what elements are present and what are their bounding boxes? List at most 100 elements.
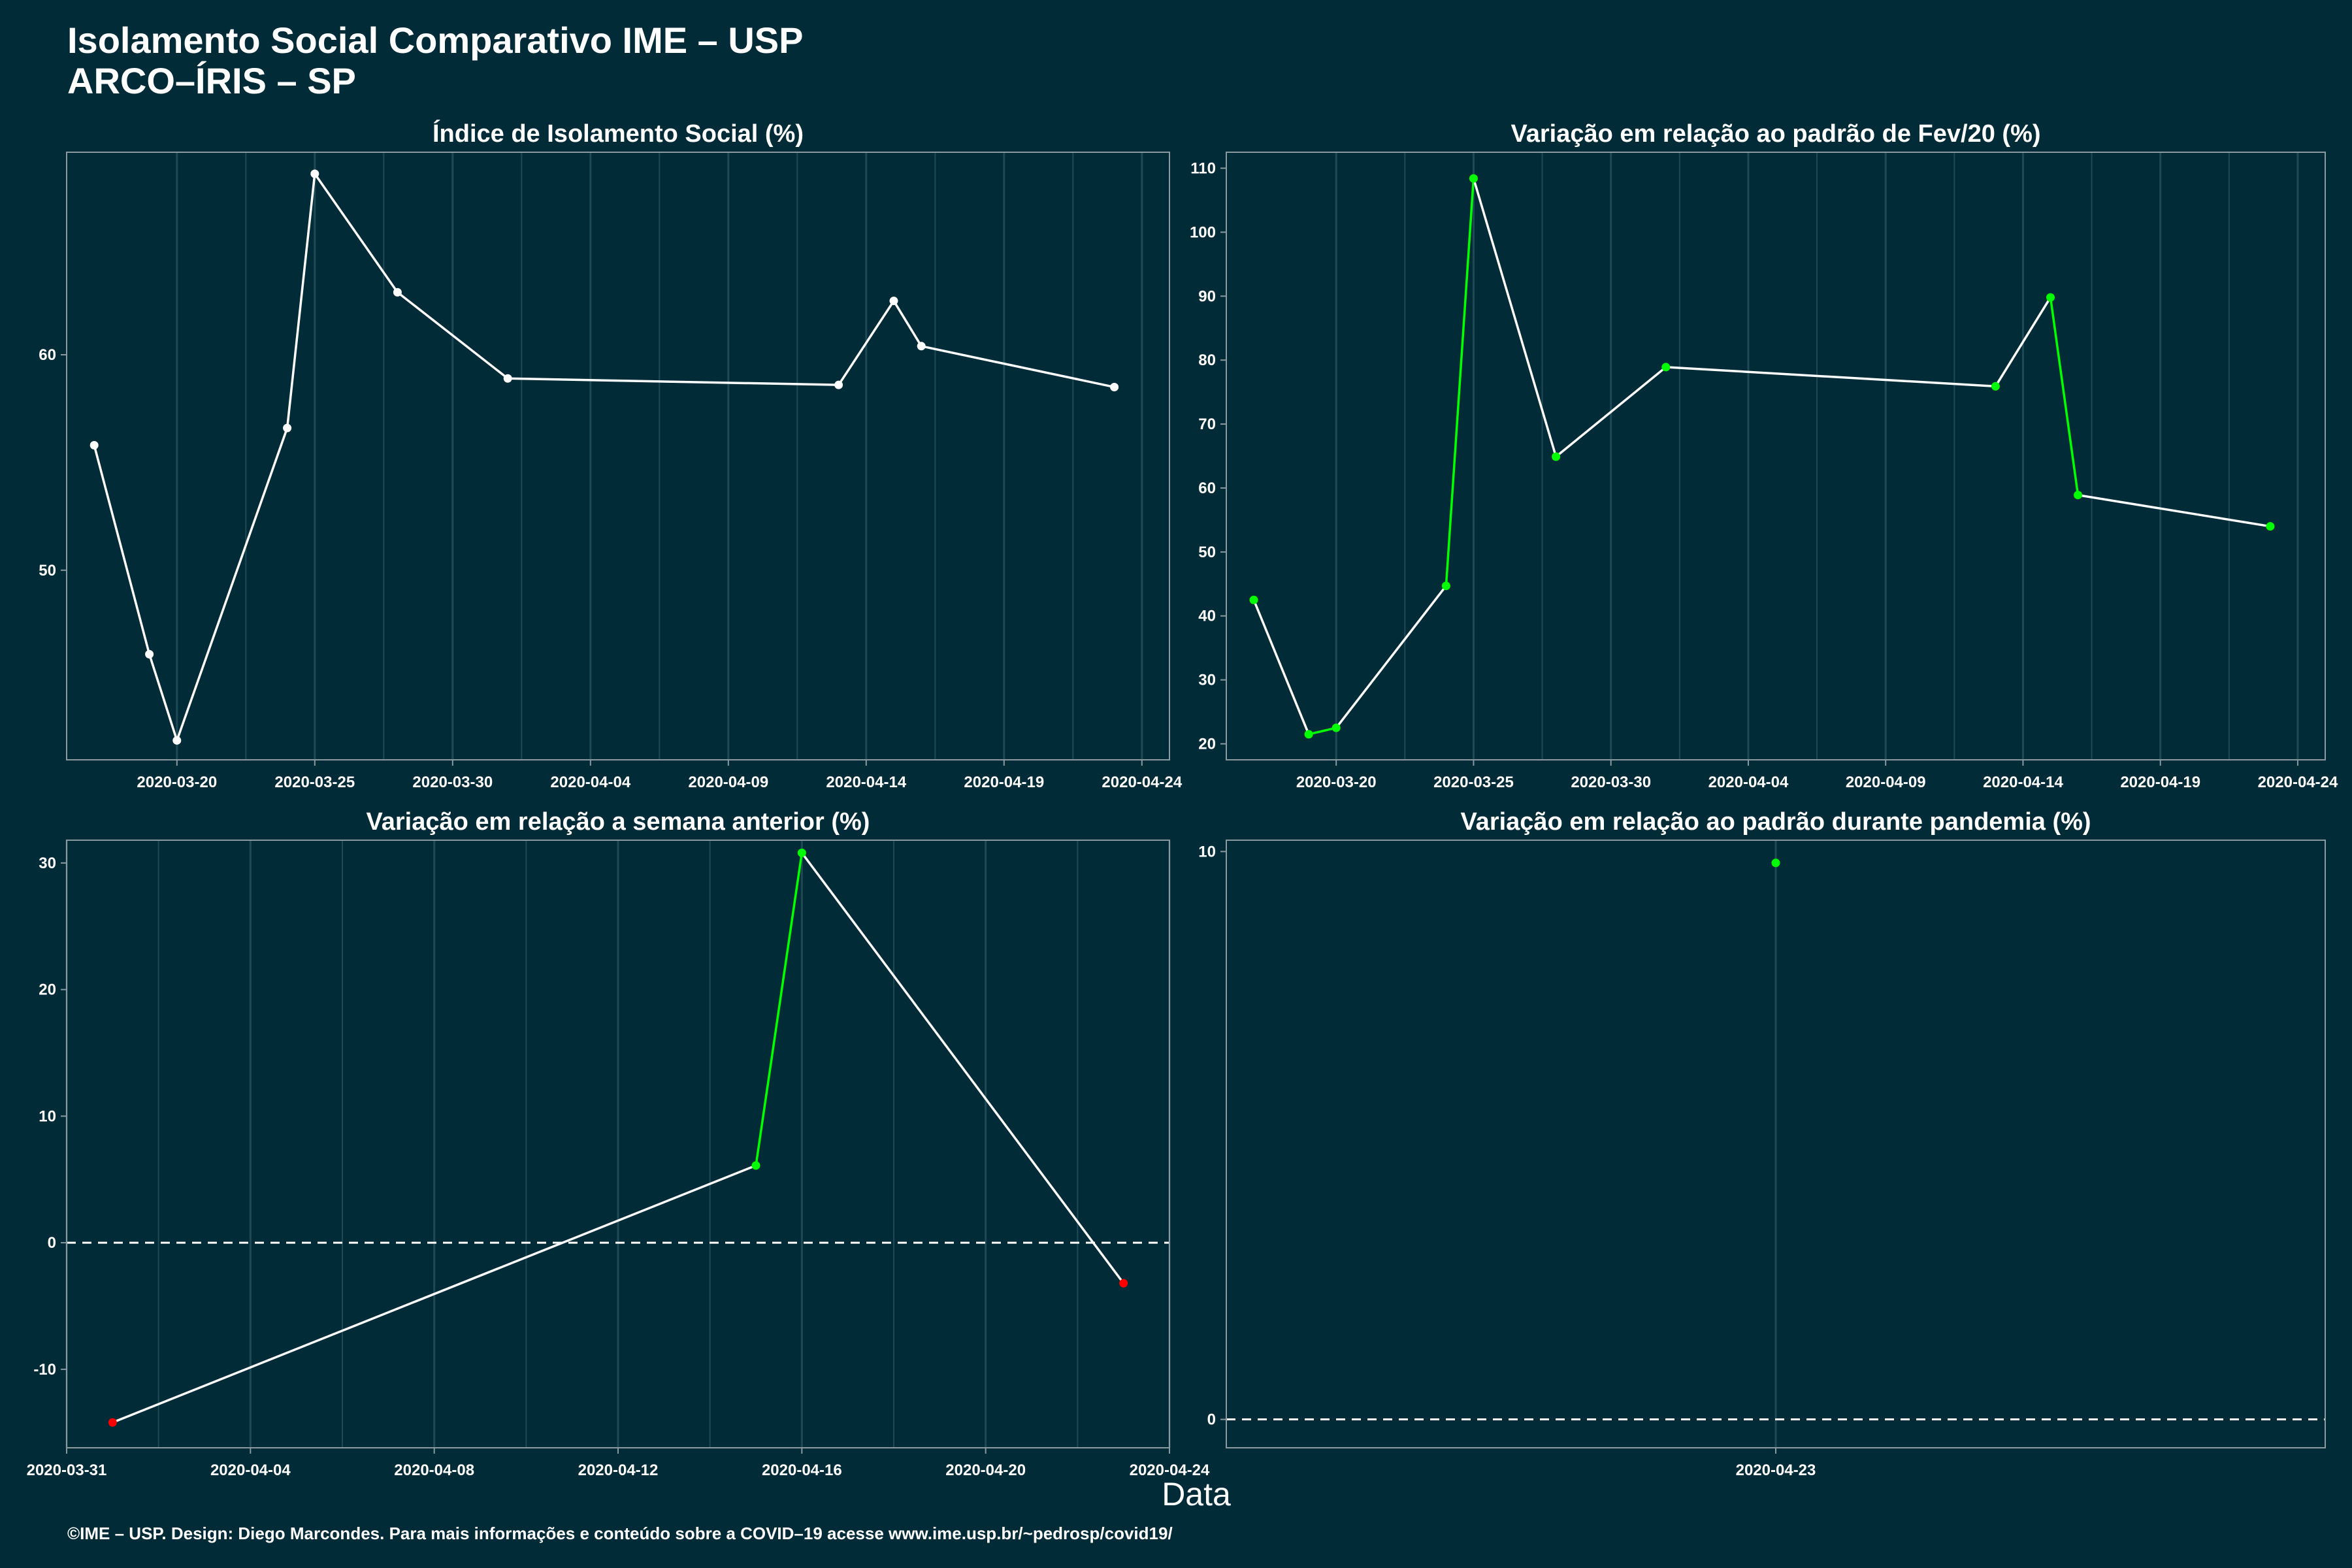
y-tick-label: 50 [39,562,56,580]
series-line-segment [508,377,839,386]
data-point [2074,491,2083,500]
x-tick-label: 2020-03-30 [1571,774,1651,791]
series-line-segment [397,291,509,380]
data-point [1110,382,1119,391]
data-point [1661,363,1671,372]
panel-title: Variação em relação ao padrão de Fev/20 … [1511,120,2040,148]
x-tick-label: 2020-04-04 [1708,774,1789,791]
series-line-segment [93,445,151,655]
x-tick-label: 2020-03-20 [1296,774,1377,791]
data-point [2266,522,2275,531]
series-line-segment [286,173,316,429]
x-tick-label: 2020-04-19 [2120,774,2200,791]
y-tick-label: 40 [1198,608,1216,625]
series-line-segment [892,300,923,347]
x-tick-label: 2020-04-14 [1983,774,2063,791]
y-tick-label: 90 [1198,287,1216,305]
y-tick-label: 10 [39,1107,56,1125]
x-tick-label: 2020-03-25 [1433,774,1514,791]
x-tick-label: 2020-04-19 [964,774,1044,791]
data-point [1119,1279,1128,1288]
panel-title: Índice de Isolamento Social (%) [433,119,804,148]
y-tick-label: 20 [1198,736,1216,753]
panel-title: Variação em relação a semana anterior (%… [367,808,870,836]
data-point [751,1161,760,1170]
series-line-segment [2049,297,2080,495]
data-point [2046,293,2055,302]
series-line-segment [1252,599,1310,735]
series-line-segment [838,300,895,386]
series-line-segment [2078,493,2271,528]
data-point [1331,723,1341,732]
x-tick-label: 2020-04-24 [1102,774,1182,791]
data-point [797,848,806,857]
data-point [1441,581,1450,591]
x-tick-label: 2020-04-20 [945,1462,1026,1479]
panel-border [66,152,1170,760]
x-tick-label: 2020-04-24 [2258,774,2338,791]
panel-title: Variação em relação ao padrão durante pa… [1460,808,2091,836]
series-line-segment [1555,366,1667,458]
y-tick-label: 80 [1198,351,1216,369]
x-tick-label: 2020-04-24 [1130,1462,1210,1479]
x-tick-label: 2020-04-12 [578,1462,659,1479]
x-axis-label: Data [1162,1476,1231,1512]
data-point [145,649,154,659]
series-line-segment [1445,178,1475,586]
y-tick-label: 110 [1190,159,1216,177]
series-line-segment [1335,585,1447,729]
x-tick-label: 2020-03-25 [274,774,355,791]
x-tick-label: 2020-03-20 [137,774,217,791]
y-tick-label: 50 [1198,544,1216,561]
data-point [393,287,402,297]
data-point [834,380,843,389]
series-line-segment [755,853,804,1166]
x-tick-label: 2020-04-23 [1736,1462,1816,1479]
series-line-segment [112,1164,757,1424]
data-point [90,441,99,450]
chart-title-line-2: ARCO–ÍRIS – SP [67,60,356,101]
y-tick-label: 20 [39,981,56,999]
series-line-segment [800,852,1125,1284]
series-line-segment [921,345,1115,389]
x-tick-label: 2020-04-04 [550,774,630,791]
x-tick-label: 2020-04-16 [762,1462,842,1479]
series-line-segment [1994,297,2051,387]
x-tick-label: 2020-04-09 [688,774,768,791]
footer-credits: ©IME – USP. Design: Diego Marcondes. Par… [67,1524,1173,1543]
data-point [1552,452,1561,461]
series-line-segment [176,427,289,741]
series-line-segment [1472,178,1558,457]
data-point [917,342,926,351]
x-tick-label: 2020-03-30 [412,774,493,791]
y-tick-label: 30 [1198,672,1216,689]
y-tick-label: 0 [1207,1411,1216,1429]
y-tick-label: 0 [48,1234,56,1252]
series-line-segment [314,172,399,293]
y-tick-label: 60 [1198,480,1216,497]
y-tick-label: 70 [1198,416,1216,433]
data-point [1304,730,1313,739]
data-point [108,1418,117,1427]
x-tick-label: 2020-04-08 [394,1462,474,1479]
data-point [310,169,319,178]
series-line-segment [148,653,178,741]
x-tick-label: 2020-04-14 [826,774,906,791]
y-tick-label: 60 [39,346,56,364]
series-line-segment [1665,366,1996,388]
y-tick-label: 100 [1190,223,1216,241]
chart-panel-2: Variação em relação ao padrão de Fev/20 … [1190,120,2338,791]
data-point [1469,174,1478,183]
data-point [889,297,898,306]
y-tick-label: 30 [39,855,56,872]
chart-panel-4: Variação em relação ao padrão durante pa… [1198,808,2326,1479]
y-tick-label: 10 [1198,843,1216,860]
chart-title-line-1: Isolamento Social Comparativo IME – USP [67,20,804,61]
data-point [1771,858,1780,868]
data-point [283,423,292,433]
data-point [503,374,512,383]
data-point [1991,382,2000,391]
x-tick-label: 2020-04-09 [1846,774,1926,791]
